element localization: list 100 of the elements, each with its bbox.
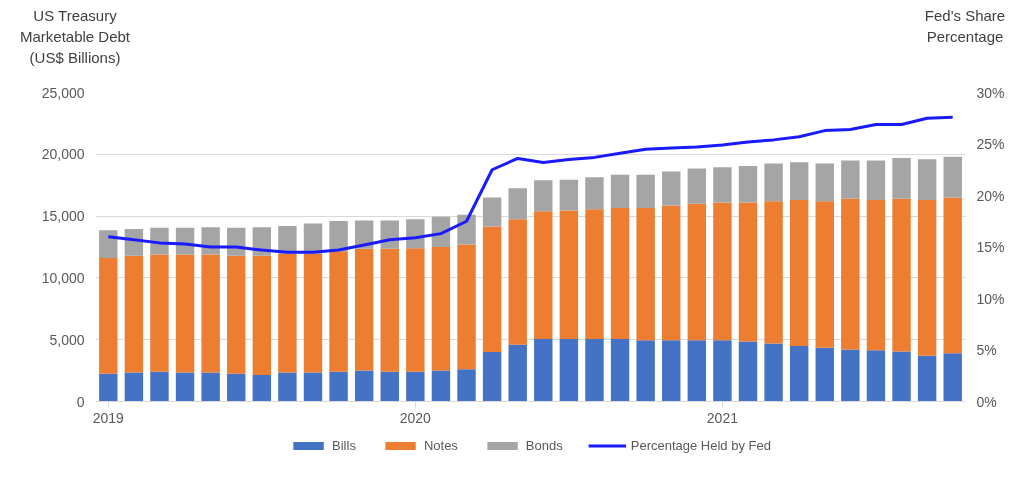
y-tick-label: 5,000 (49, 331, 85, 348)
bar (815, 347, 834, 402)
bar (329, 371, 348, 402)
bar (457, 214, 476, 245)
bar (201, 372, 220, 402)
bar (482, 352, 502, 402)
y2-tick-label: 0% (976, 393, 997, 410)
bar (943, 156, 962, 198)
bar (150, 254, 169, 372)
bar (354, 248, 374, 371)
bar (124, 255, 144, 373)
y-tick-label: 15,000 (41, 208, 85, 225)
x-tick-label: 2020 (399, 409, 432, 426)
bar (380, 371, 399, 402)
bar (99, 230, 118, 259)
bar (303, 253, 323, 373)
bar (789, 345, 809, 402)
legend-label: Bonds (525, 437, 563, 453)
bar (278, 372, 297, 402)
bar (738, 202, 758, 342)
bar (841, 349, 860, 402)
y2-tick-label: 15% (976, 239, 1005, 255)
bar (559, 339, 579, 402)
bar (559, 179, 579, 211)
y-tick-label: 10,000 (41, 269, 85, 286)
bar (764, 343, 783, 402)
bar (303, 372, 323, 402)
line-series (106, 115, 955, 254)
bar (636, 174, 655, 209)
bar (534, 339, 553, 402)
bar (636, 340, 655, 402)
bar (687, 203, 707, 341)
bar (252, 255, 272, 375)
y2-tick-label: 25% (976, 136, 1005, 152)
bar (917, 355, 937, 402)
bar (175, 372, 195, 402)
bar (764, 163, 783, 202)
bar (815, 201, 834, 348)
bar (431, 370, 451, 402)
bar (150, 371, 169, 402)
bar (662, 205, 681, 341)
bar (175, 254, 195, 373)
bar (124, 372, 144, 402)
legend-label: Notes (423, 437, 458, 453)
bar (585, 209, 604, 340)
bar (815, 163, 834, 202)
bar (354, 370, 374, 402)
bar (482, 226, 502, 353)
bar (252, 374, 272, 402)
bar (278, 253, 297, 373)
bar (508, 344, 527, 402)
bar (508, 188, 527, 220)
bar (457, 244, 476, 370)
bar (866, 160, 886, 201)
x-tick-label: 2021 (706, 409, 739, 426)
bar (610, 208, 630, 340)
bar (406, 219, 425, 249)
bar (841, 160, 860, 199)
bar (457, 369, 476, 402)
bar (534, 180, 553, 212)
bar (99, 258, 118, 374)
bar (738, 166, 758, 203)
bar (585, 177, 604, 210)
bar (610, 174, 630, 209)
y2-axis-title: Fed's Share Percentage (924, 6, 1006, 47)
bar (917, 159, 937, 201)
legend-label: Bills (332, 437, 356, 453)
bar (406, 248, 425, 372)
bar (329, 251, 348, 372)
bar (559, 210, 579, 340)
bar (610, 339, 630, 402)
bar (738, 341, 758, 402)
bar (841, 198, 860, 350)
legend-label: Percentage Held by Fed (630, 437, 771, 453)
bar (406, 371, 425, 402)
bar (713, 340, 732, 402)
y-tick-label: 20,000 (41, 146, 85, 163)
y2-tick-label: 5% (976, 342, 997, 358)
bar (329, 221, 348, 252)
bar (380, 248, 399, 372)
bar (764, 201, 783, 344)
bar (892, 158, 911, 199)
bar (431, 247, 451, 371)
bar (636, 208, 655, 341)
y2-tick-label: 10% (976, 290, 1005, 307)
y-tick-label: 0 (76, 393, 85, 410)
bar (866, 350, 886, 402)
bar (534, 211, 553, 340)
bar (789, 162, 809, 201)
bar (99, 373, 118, 402)
bar (482, 197, 502, 227)
bar (892, 351, 911, 402)
bar (662, 340, 681, 402)
x-tick-label: 2019 (92, 409, 125, 426)
bar (892, 198, 911, 352)
bar (866, 200, 886, 351)
bar (585, 339, 604, 402)
bar (943, 197, 962, 354)
bar (227, 255, 246, 374)
bar (227, 373, 246, 402)
